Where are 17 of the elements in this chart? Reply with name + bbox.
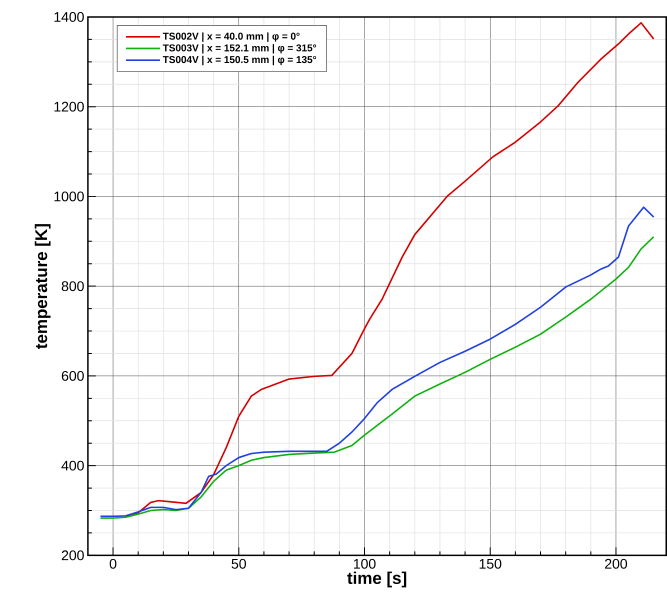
x-tick-label: 150 <box>480 558 502 569</box>
legend-label: TS004V | x = 150.5 mm | φ = 135° <box>162 56 316 66</box>
x-tick-label: 200 <box>605 558 628 569</box>
x-tick-label: 50 <box>232 558 246 569</box>
x-tick-label: 100 <box>354 558 376 569</box>
y-tick-label: 400 <box>61 460 84 470</box>
y-tick-label: 800 <box>62 281 84 291</box>
x-axis-title: time [s] <box>347 571 406 588</box>
y-axis-title: temperature [K] <box>34 224 51 349</box>
y-tick-label: 600 <box>62 370 84 381</box>
y-tick-label: 1400 <box>54 12 84 22</box>
y-tick-label: 1200 <box>54 102 84 112</box>
y-tick-label: 200 <box>62 550 84 560</box>
legend-label: TS003V | x = 152.1 mm | φ = 315° <box>162 44 316 54</box>
legend-label: TS002V | x = 40.0 mm | φ = 0° <box>162 32 300 42</box>
x-tick-label: 0 <box>110 558 116 569</box>
y-tick-label: 1000 <box>54 191 84 202</box>
